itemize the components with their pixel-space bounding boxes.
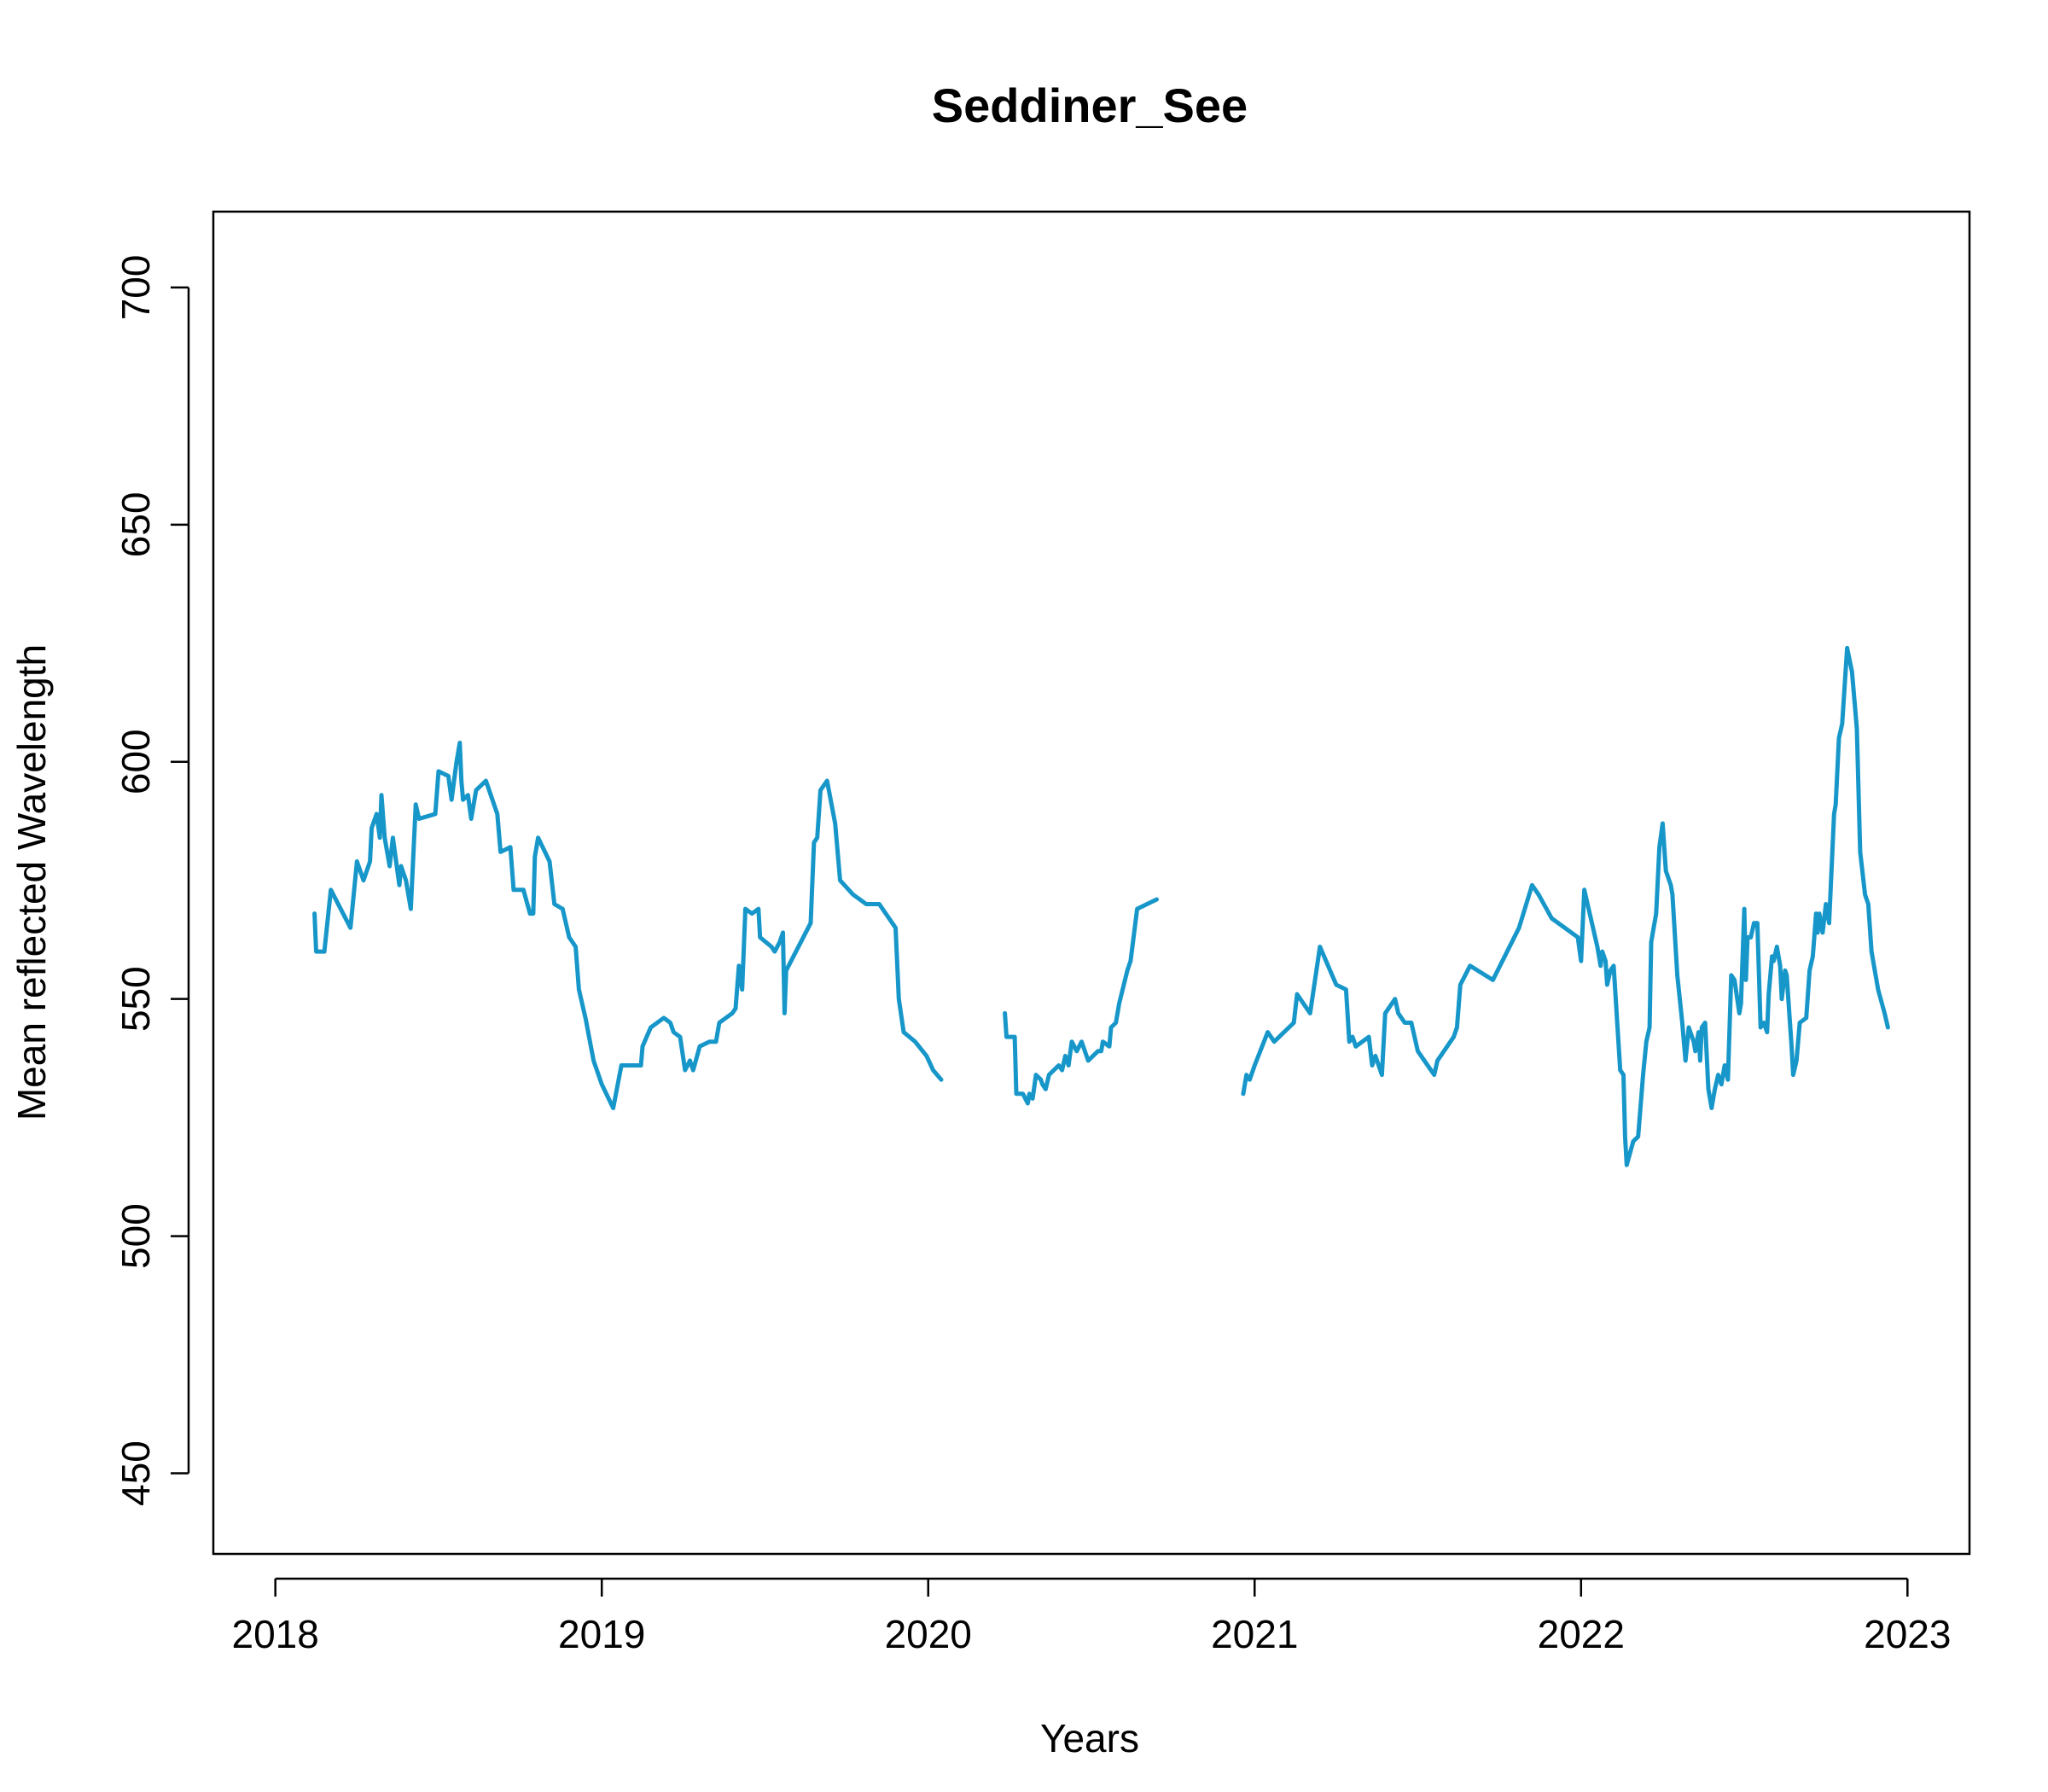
plot-frame xyxy=(212,210,1971,1556)
series-line-segment xyxy=(1241,645,1890,1167)
x-tick-label: 2020 xyxy=(885,1612,972,1656)
x-tick-label: 2022 xyxy=(1538,1612,1625,1656)
x-axis: 2018 2019 2020 2021 2022 2023 xyxy=(232,1577,1951,1656)
x-tick-label: 2019 xyxy=(558,1612,645,1656)
series-line-segment xyxy=(312,741,944,1110)
y-tick-label: 600 xyxy=(113,729,158,794)
y-tick-label: 700 xyxy=(113,255,158,321)
x-tick-label: 2018 xyxy=(232,1612,319,1656)
x-tick-label: 2021 xyxy=(1211,1612,1298,1656)
y-tick-label: 650 xyxy=(113,492,158,557)
y-tick-label: 550 xyxy=(113,966,158,1032)
y-axis: 450 500 550 600 650 700 xyxy=(113,255,190,1506)
x-axis-label: Years xyxy=(1040,1716,1139,1760)
y-tick-label: 500 xyxy=(113,1203,158,1269)
series-group xyxy=(312,645,1890,1167)
y-axis-label: Mean reflected Wavelength xyxy=(9,644,54,1120)
x-tick-label: 2023 xyxy=(1864,1612,1951,1656)
series-line-segment xyxy=(1003,897,1159,1106)
chart-title: Seddiner_See xyxy=(932,79,1248,132)
y-tick-label: 450 xyxy=(113,1440,158,1506)
